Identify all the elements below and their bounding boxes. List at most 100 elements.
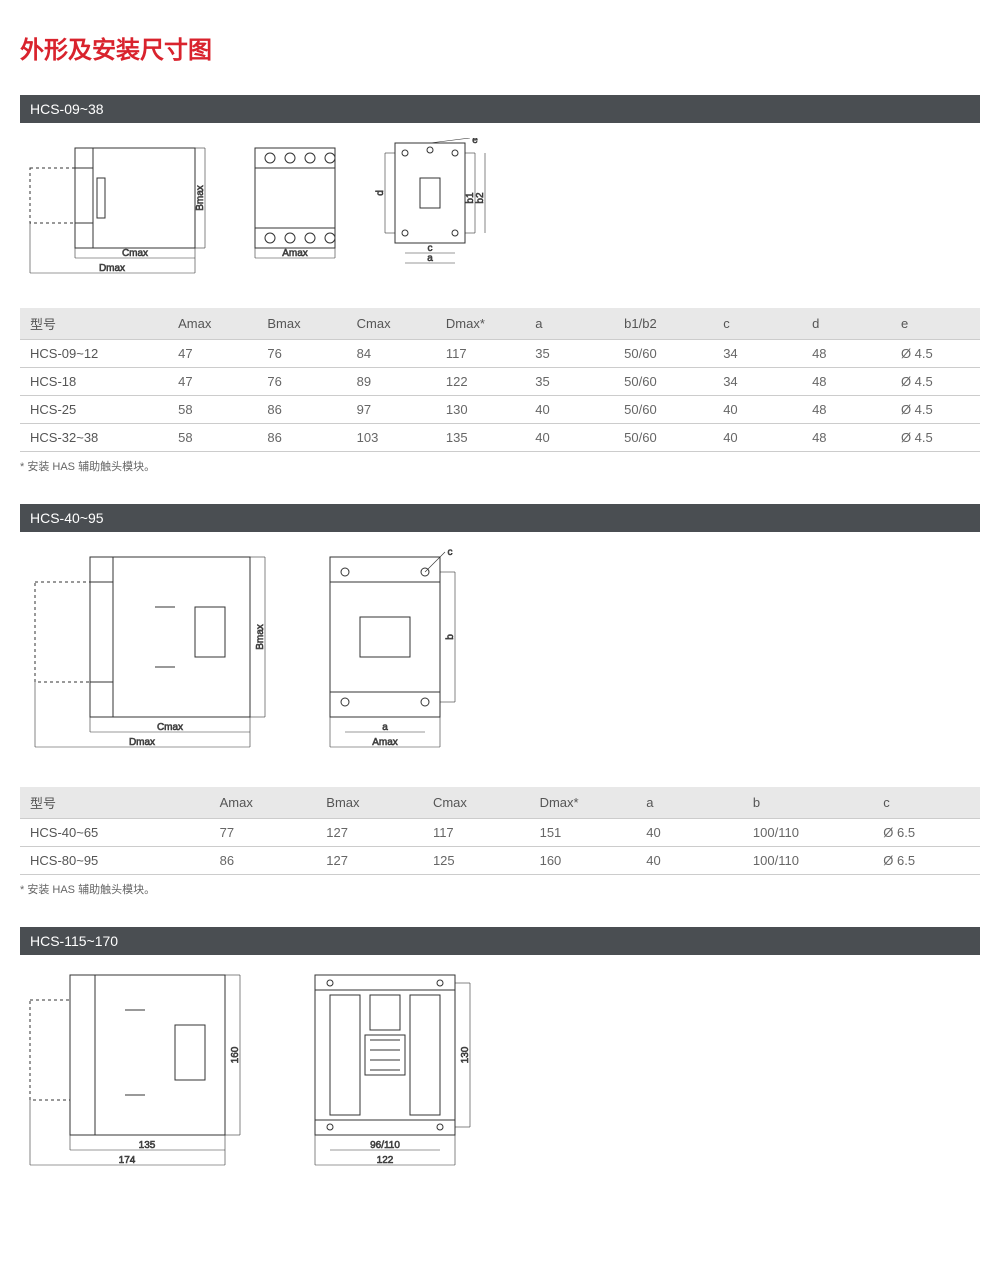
table-header-cell: 型号 bbox=[20, 787, 210, 819]
svg-text:a: a bbox=[427, 253, 433, 264]
table-cell: 50/60 bbox=[614, 368, 713, 396]
table-cell: Ø 4.5 bbox=[891, 396, 980, 424]
section-hcs-09-38: HCS-09~38 Cmax bbox=[20, 95, 980, 474]
diagram-side-view: Cmax Dmax Bmax bbox=[25, 138, 225, 288]
footnote: * 安装 HAS 辅助触头模块。 bbox=[20, 458, 980, 474]
table-cell: 40 bbox=[525, 396, 614, 424]
table-cell: 58 bbox=[168, 424, 257, 452]
table-row: HCS-255886971304050/604048Ø 4.5 bbox=[20, 396, 980, 424]
section-header: HCS-115~170 bbox=[20, 927, 980, 955]
section-hcs-115-170: HCS-115~170 160 135 bbox=[20, 927, 980, 1180]
table-cell: Ø 6.5 bbox=[873, 847, 980, 875]
table-cell: 40 bbox=[713, 424, 802, 452]
diagrams-row: Cmax Dmax Bmax bbox=[20, 138, 980, 288]
table-header-cell: 型号 bbox=[20, 308, 168, 340]
table-header-cell: e bbox=[891, 308, 980, 340]
svg-text:130: 130 bbox=[460, 1046, 471, 1063]
table-header-cell: c bbox=[873, 787, 980, 819]
table-cell: 97 bbox=[347, 396, 436, 424]
table-cell: HCS-25 bbox=[20, 396, 168, 424]
page-title: 外形及安装尺寸图 bbox=[20, 30, 980, 65]
table-cell: Ø 4.5 bbox=[891, 424, 980, 452]
table-cell: 58 bbox=[168, 396, 257, 424]
svg-text:a: a bbox=[382, 722, 388, 733]
svg-text:174: 174 bbox=[119, 1155, 136, 1166]
table-header-cell: Amax bbox=[168, 308, 257, 340]
table-row: HCS-32~3858861031354050/604048Ø 4.5 bbox=[20, 424, 980, 452]
table-cell: 48 bbox=[802, 368, 891, 396]
table-cell: 34 bbox=[713, 368, 802, 396]
table-header-cell: Cmax bbox=[347, 308, 436, 340]
svg-text:Cmax: Cmax bbox=[157, 722, 183, 733]
table-header-cell: Dmax* bbox=[530, 787, 637, 819]
svg-text:Dmax: Dmax bbox=[99, 263, 125, 274]
table-cell: 76 bbox=[257, 340, 346, 368]
table-cell: Ø 4.5 bbox=[891, 340, 980, 368]
table-row: HCS-40~657712711715140100/110Ø 6.5 bbox=[20, 819, 980, 847]
diagrams-row: Cmax Dmax Bmax bbox=[20, 547, 980, 767]
svg-text:Cmax: Cmax bbox=[122, 248, 148, 259]
diagram-front-view: 130 96/110 122 bbox=[295, 970, 505, 1180]
table-cell: 130 bbox=[436, 396, 525, 424]
table-header-cell: c bbox=[713, 308, 802, 340]
dimension-table-1: 型号AmaxBmaxCmaxDmax*ab1/b2cde HCS-09~1247… bbox=[20, 308, 980, 452]
svg-text:122: 122 bbox=[377, 1155, 394, 1166]
section-header: HCS-40~95 bbox=[20, 504, 980, 532]
table-cell: HCS-32~38 bbox=[20, 424, 168, 452]
section-hcs-40-95: HCS-40~95 Cmax D bbox=[20, 504, 980, 897]
svg-text:b2: b2 bbox=[475, 192, 486, 204]
table-header-cell: Dmax* bbox=[436, 308, 525, 340]
table-cell: 103 bbox=[347, 424, 436, 452]
table-cell: 48 bbox=[802, 424, 891, 452]
diagram-front-mount-view: b a Amax c bbox=[305, 547, 485, 767]
table-cell: 48 bbox=[802, 340, 891, 368]
table-cell: 48 bbox=[802, 396, 891, 424]
table-cell: HCS-09~12 bbox=[20, 340, 168, 368]
table-header-cell: Amax bbox=[210, 787, 317, 819]
table-cell: 117 bbox=[436, 340, 525, 368]
table-cell: 125 bbox=[423, 847, 530, 875]
table-cell: 50/60 bbox=[614, 424, 713, 452]
svg-text:135: 135 bbox=[139, 1140, 156, 1151]
table-cell: 40 bbox=[636, 847, 743, 875]
table-cell: 35 bbox=[525, 340, 614, 368]
table-header-cell: b bbox=[743, 787, 873, 819]
table-cell: 47 bbox=[168, 340, 257, 368]
table-cell: Ø 6.5 bbox=[873, 819, 980, 847]
table-header-cell: a bbox=[636, 787, 743, 819]
table-cell: 122 bbox=[436, 368, 525, 396]
footnote: * 安装 HAS 辅助触头模块。 bbox=[20, 881, 980, 897]
table-cell: 50/60 bbox=[614, 340, 713, 368]
diagrams-row: 160 135 174 bbox=[20, 970, 980, 1180]
table-cell: HCS-80~95 bbox=[20, 847, 210, 875]
svg-text:Amax: Amax bbox=[282, 248, 308, 259]
svg-text:Amax: Amax bbox=[372, 737, 398, 748]
table-header-cell: d bbox=[802, 308, 891, 340]
table-row: HCS-184776891223550/603448Ø 4.5 bbox=[20, 368, 980, 396]
table-cell: HCS-18 bbox=[20, 368, 168, 396]
table-cell: 127 bbox=[316, 847, 423, 875]
svg-text:Bmax: Bmax bbox=[255, 624, 266, 650]
svg-text:96/110: 96/110 bbox=[370, 1140, 400, 1151]
diagram-mounting-view: d b1 b2 c a e bbox=[375, 138, 505, 288]
table-row: HCS-80~958612712516040100/110Ø 6.5 bbox=[20, 847, 980, 875]
table-cell: 40 bbox=[636, 819, 743, 847]
svg-text:d: d bbox=[375, 190, 386, 196]
dimension-table-2: 型号AmaxBmaxCmaxDmax*abc HCS-40~6577127117… bbox=[20, 787, 980, 875]
table-cell: 135 bbox=[436, 424, 525, 452]
table-cell: 40 bbox=[713, 396, 802, 424]
table-cell: 86 bbox=[257, 424, 346, 452]
svg-text:160: 160 bbox=[230, 1046, 241, 1063]
table-cell: 50/60 bbox=[614, 396, 713, 424]
table-header-cell: a bbox=[525, 308, 614, 340]
table-cell: 151 bbox=[530, 819, 637, 847]
svg-text:b: b bbox=[445, 634, 456, 640]
svg-text:e: e bbox=[472, 138, 478, 146]
table-cell: 76 bbox=[257, 368, 346, 396]
table-header-cell: Bmax bbox=[257, 308, 346, 340]
table-header-cell: Bmax bbox=[316, 787, 423, 819]
svg-text:Dmax: Dmax bbox=[129, 737, 155, 748]
table-cell: 100/110 bbox=[743, 847, 873, 875]
diagram-side-view: Cmax Dmax Bmax bbox=[25, 547, 285, 767]
table-cell: 40 bbox=[525, 424, 614, 452]
